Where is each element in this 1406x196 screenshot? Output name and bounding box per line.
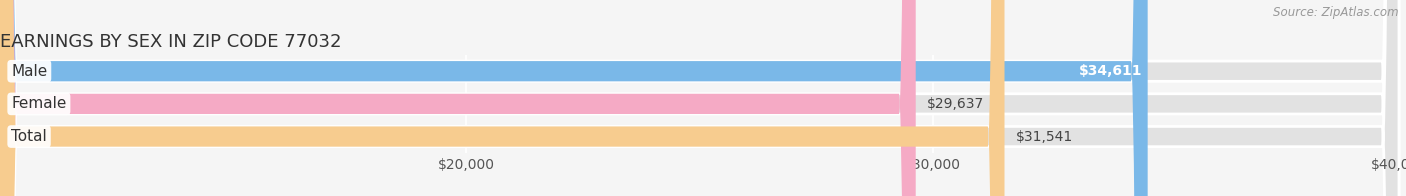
Text: $31,541: $31,541 [1015, 130, 1073, 143]
Text: Source: ZipAtlas.com: Source: ZipAtlas.com [1274, 6, 1399, 19]
Text: Total: Total [11, 129, 46, 144]
FancyBboxPatch shape [0, 0, 915, 196]
FancyBboxPatch shape [0, 0, 1004, 196]
FancyBboxPatch shape [0, 0, 1147, 196]
Text: Female: Female [11, 96, 66, 111]
Text: $29,637: $29,637 [927, 97, 984, 111]
Text: EARNINGS BY SEX IN ZIP CODE 77032: EARNINGS BY SEX IN ZIP CODE 77032 [0, 33, 342, 51]
Text: $34,611: $34,611 [1078, 64, 1142, 78]
Text: Male: Male [11, 64, 48, 79]
